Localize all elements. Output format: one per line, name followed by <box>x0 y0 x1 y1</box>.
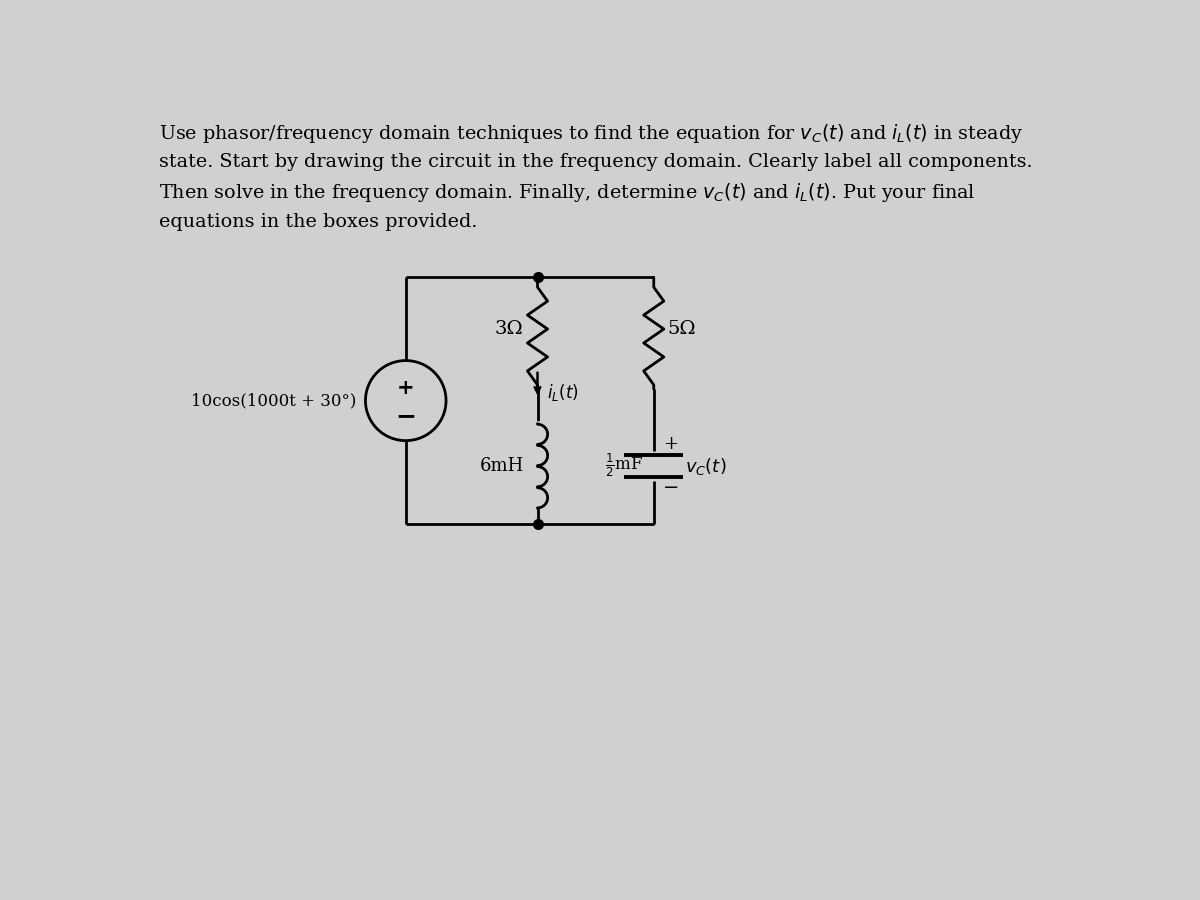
Text: Use phasor/frequency domain techniques to find the equation for $v_C(t)$ and $i_: Use phasor/frequency domain techniques t… <box>160 122 1033 231</box>
Text: $\frac{1}{2}$mF: $\frac{1}{2}$mF <box>605 452 643 479</box>
Text: +: + <box>664 436 678 454</box>
Text: $i_L(t)$: $i_L(t)$ <box>547 382 578 402</box>
Text: 5Ω: 5Ω <box>667 320 696 338</box>
Text: 6mH: 6mH <box>479 457 523 475</box>
Text: −: − <box>662 479 679 497</box>
Text: +: + <box>397 377 414 398</box>
Text: −: − <box>395 404 416 428</box>
Text: $v_C(t)$: $v_C(t)$ <box>685 455 726 477</box>
Text: 10cos(1000t + 30°): 10cos(1000t + 30°) <box>191 392 356 410</box>
Text: 3Ω: 3Ω <box>494 320 523 338</box>
